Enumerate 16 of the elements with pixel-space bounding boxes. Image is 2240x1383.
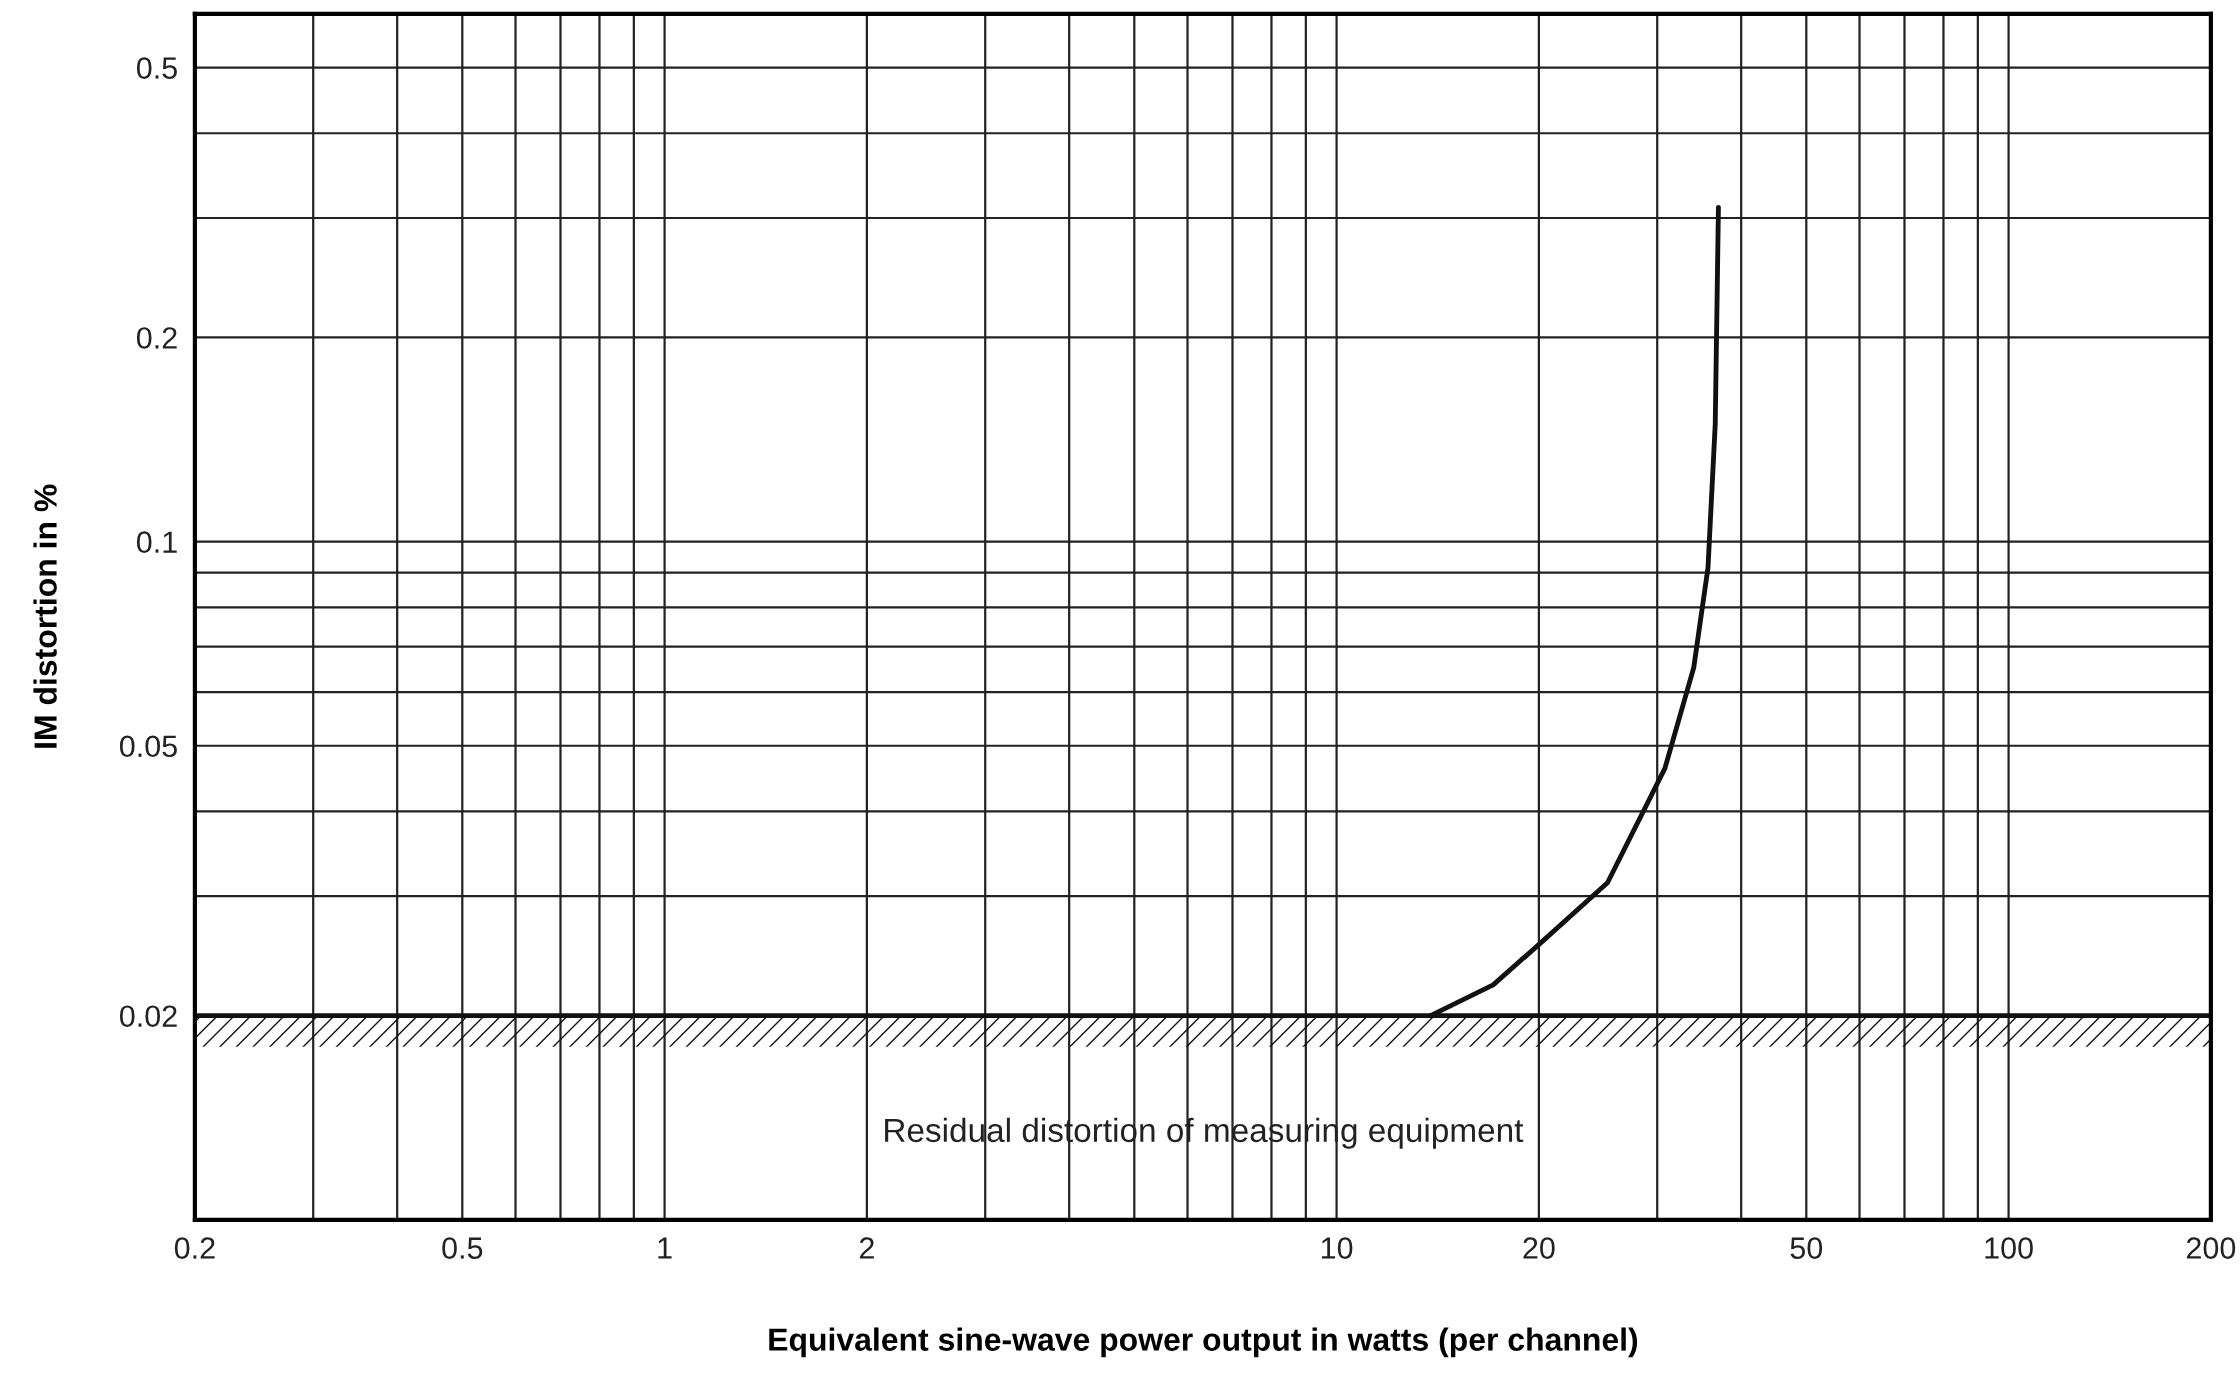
y-axis-title: IM distortion in %	[33, 484, 57, 748]
x-tick-label: 10	[1321, 1237, 1353, 1259]
x-tick-label: 20	[1523, 1237, 1555, 1259]
x-tick-label: 200	[2186, 1237, 2236, 1259]
y-tick-label: 0.5	[136, 57, 177, 79]
x-tick-label: 50	[1790, 1237, 1823, 1259]
y-tick-label: 0.2	[136, 327, 177, 349]
x-tick-label: 0.2	[174, 1237, 215, 1259]
x-tick-label: 1	[658, 1237, 672, 1259]
y-tick-label: 0.1	[136, 531, 177, 553]
y-tick-label: 0.02	[119, 1005, 177, 1028]
x-tick-label: 100	[1985, 1237, 2033, 1259]
x-tick-label: 2	[859, 1237, 874, 1259]
x-tick-label: 0.5	[442, 1237, 483, 1259]
x-axis-title: Equivalent sine-wave power output in watts (per channel)	[769, 1327, 1638, 1358]
y-tick-label: 0.05	[119, 735, 177, 758]
